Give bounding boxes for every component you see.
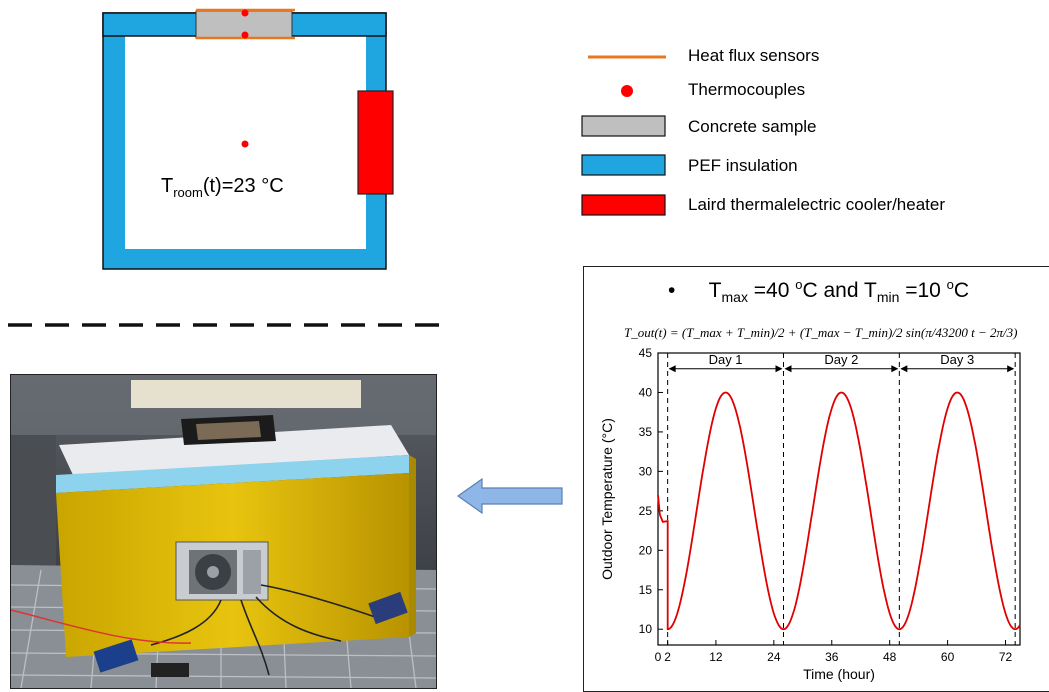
day-label: Day 1	[709, 352, 743, 367]
day-label: Day 2	[824, 352, 858, 367]
y-tick-label: 15	[639, 583, 653, 597]
thermocouple-top	[241, 9, 249, 17]
temperature-formula: T_out(t) = (T_max + T_min)/2 + (T_max − …	[624, 325, 1018, 340]
outdoor-temperature-chart: 10 15 20 25 30 35 40 45 0 2 12 24 36 48 60 72 Time (hour…	[599, 346, 1021, 682]
thermocouple-bottom	[241, 31, 249, 39]
chamber-photo	[10, 374, 437, 689]
x-tick-label: 60	[941, 650, 955, 664]
legend: Heat flux sensors Thermocouples Concrete…	[580, 40, 1040, 230]
legend-label-thermocouples: Thermocouples	[688, 80, 806, 99]
day-arrowhead-right	[1007, 365, 1015, 373]
day-arrowhead-left	[900, 365, 908, 373]
day-arrowhead-right	[775, 365, 783, 373]
chart-header: • Tmax =40 oC and Tmin =10 oC	[668, 277, 970, 306]
temperature-chart-panel: • Tmax =40 oC and Tmin =10 oC T_out(t) =…	[583, 266, 1049, 692]
x-tick-label: 48	[883, 650, 897, 664]
thermocouple-room	[241, 140, 249, 148]
x-tick-label: 36	[825, 650, 839, 664]
y-tick-label: 30	[639, 464, 653, 478]
y-tick-label: 40	[639, 385, 653, 399]
y-tick-label: 10	[639, 622, 653, 636]
x-axis-label: Time (hour)	[803, 666, 875, 682]
arrow-left-icon	[456, 477, 563, 515]
day-arrowhead-left	[784, 365, 792, 373]
legend-label-cooler: Laird thermalelectric cooler/heater	[688, 195, 946, 214]
day-arrowhead-left	[668, 365, 676, 373]
x-tick-label: 0	[655, 650, 662, 664]
dashed-separator	[8, 323, 444, 327]
room-temperature-label: Troom(t)=23 °C	[161, 175, 284, 200]
gray-rect-icon	[581, 115, 666, 137]
y-tick-label: 35	[639, 425, 653, 439]
chamber-schematic	[102, 8, 394, 270]
blue-rect-icon	[581, 154, 666, 176]
y-tick-label: 25	[639, 504, 653, 518]
thermoelectric-cooler	[357, 90, 394, 195]
y-tick-label: 45	[639, 346, 653, 360]
red-rect-icon	[581, 194, 666, 216]
x-tick-label: 12	[709, 650, 723, 664]
legend-label-pef: PEF insulation	[688, 156, 798, 175]
x-tick-label: 72	[999, 650, 1013, 664]
y-axis-label: Outdoor Temperature (°C)	[599, 418, 615, 580]
temperature-curve	[657, 391, 1021, 631]
legend-swatches	[581, 55, 666, 216]
plot-frame	[657, 352, 1021, 646]
legend-label-concrete: Concrete sample	[688, 117, 817, 136]
y-tick-label: 20	[639, 543, 653, 557]
red-dot-icon	[621, 85, 633, 97]
legend-label-heat-flux: Heat flux sensors	[688, 46, 820, 65]
day-arrowhead-right	[891, 365, 899, 373]
x-tick-label: 2	[664, 650, 671, 664]
chamber-photo-illustration	[11, 375, 436, 688]
bullet-icon: •	[668, 279, 676, 302]
day-label: Day 3	[940, 352, 974, 367]
x-tick-label: 24	[767, 650, 781, 664]
